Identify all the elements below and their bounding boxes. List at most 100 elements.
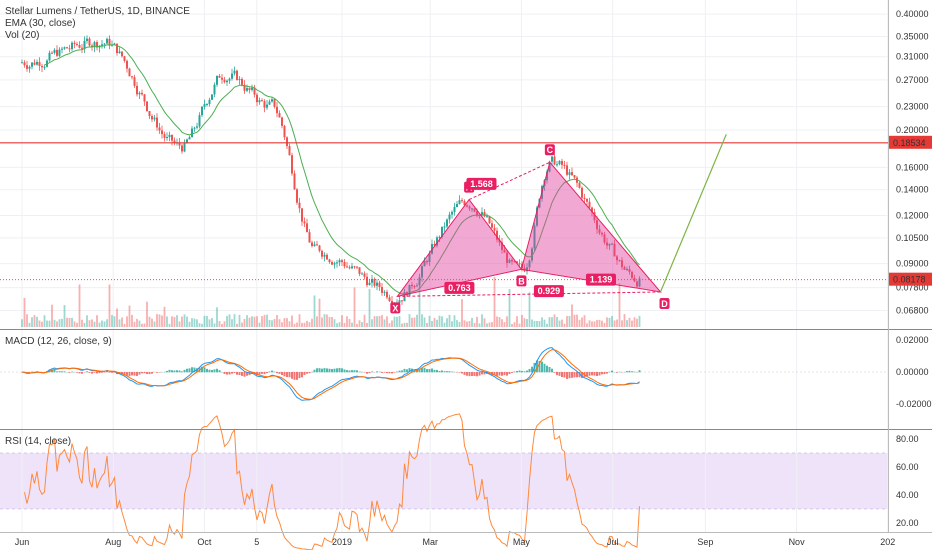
- volume-bar: [638, 315, 641, 327]
- candle-body: [216, 75, 218, 85]
- volume-bar: [238, 314, 241, 327]
- volume-bar: [288, 321, 291, 327]
- macd-histogram-bar: [538, 360, 541, 373]
- rsi-band-group: [0, 452, 888, 510]
- macd-legend[interactable]: MACD (12, 26, close, 9): [5, 336, 112, 347]
- macd-histogram-bar: [331, 369, 333, 373]
- rsi-legend[interactable]: RSI (14, close): [5, 436, 71, 447]
- volume-bar: [546, 323, 548, 327]
- macd-axis[interactable]: 0.02000 0.00000 -0.02000: [896, 335, 932, 409]
- candle-body: [418, 277, 421, 286]
- volume-bar: [116, 308, 118, 327]
- macd-histogram-bar: [383, 372, 386, 373]
- volume-bar: [41, 321, 43, 327]
- candle-body: [578, 182, 581, 188]
- volume-bar: [36, 316, 38, 327]
- candle-body: [258, 100, 261, 103]
- macd-histogram-bar: [151, 372, 153, 374]
- macd-histogram-bar: [431, 368, 433, 373]
- macd-histogram-bar: [483, 372, 486, 375]
- volume-bar: [356, 323, 358, 327]
- volume-bar: [616, 319, 618, 327]
- volume-bar: [53, 319, 56, 327]
- candle-body: [198, 115, 201, 127]
- volume-bar: [596, 319, 598, 327]
- pattern-ratio-badge: [444, 281, 475, 294]
- macd-histogram-bar: [58, 371, 61, 373]
- volume-bar: [598, 319, 601, 327]
- macd-histogram-bar: [361, 371, 363, 373]
- volume-bar: [471, 317, 473, 327]
- volume-bar: [163, 306, 166, 327]
- macd-histogram-bar: [591, 372, 593, 376]
- macd-histogram-bar: [61, 371, 63, 373]
- candle-body: [161, 130, 163, 135]
- projection-line: [659, 134, 727, 293]
- volume-bar: [568, 315, 571, 327]
- price-tick-label: 0.40000: [896, 9, 929, 19]
- macd-histogram-bar: [206, 368, 208, 373]
- volume-bar: [608, 317, 611, 327]
- candle-body: [71, 42, 73, 50]
- level-price-badge: [889, 135, 932, 149]
- candle-body: [368, 282, 371, 286]
- candle-body: [96, 42, 98, 48]
- candle-body: [411, 284, 413, 287]
- rsi-axis[interactable]: 80.00 60.00 40.00 20.00: [896, 434, 919, 528]
- macd-histogram-bar: [261, 372, 263, 374]
- macd-histogram-bar: [566, 372, 568, 379]
- volume-bar: [611, 315, 613, 327]
- candle-body: [536, 207, 538, 226]
- candle-body: [303, 221, 306, 224]
- volume-bar: [178, 321, 181, 327]
- candle-body: [43, 66, 46, 68]
- volume-bar: [88, 320, 91, 327]
- volume-bar: [223, 321, 226, 327]
- macd-histogram-bar: [181, 371, 183, 373]
- volume-bar: [138, 320, 141, 327]
- macd-histogram-bar: [341, 368, 343, 373]
- candle-body: [611, 243, 613, 245]
- macd-histogram-bar: [236, 372, 238, 375]
- volume-bar: [478, 323, 481, 327]
- macd-histogram-bar: [33, 371, 36, 373]
- volume-bar: [348, 319, 351, 327]
- volume-bar: [528, 292, 531, 327]
- candle-body: [436, 237, 438, 246]
- volume-bar: [446, 318, 448, 327]
- candle-body: [321, 250, 323, 257]
- volume-bar: [448, 314, 451, 327]
- volume-bar: [548, 317, 551, 327]
- volume-bar: [406, 322, 408, 327]
- volume-bar: [368, 288, 371, 327]
- candle-body: [458, 200, 461, 204]
- volume-bar: [183, 314, 186, 327]
- macd-histogram-bar: [276, 372, 278, 374]
- vol-legend[interactable]: Vol (20): [5, 30, 39, 41]
- time-axis[interactable]: Jun Aug Oct 5 2019 Mar May Jul Sep Nov 202: [15, 537, 896, 547]
- macd-histogram-bar: [581, 372, 583, 378]
- volume-bar: [28, 322, 31, 327]
- macd-histogram-bar: [443, 371, 446, 373]
- volume-bar: [536, 320, 538, 327]
- volume-bar: [231, 319, 233, 327]
- volume-bar: [186, 316, 188, 327]
- volume-bar: [323, 314, 326, 327]
- candle-body: [566, 165, 568, 175]
- chart-title[interactable]: Stellar Lumens / TetherUS, 1D, BINANCE: [5, 6, 190, 17]
- volume-bar: [321, 317, 323, 327]
- price-axis[interactable]: 0.40000 0.35000 0.31000 0.27000 0.23000 0.200…: [889, 9, 932, 316]
- pattern-ratio-label: 1.568: [466, 177, 497, 190]
- candle-body: [488, 216, 491, 224]
- pattern-ratio-text: 0.929: [538, 286, 561, 296]
- macd-histogram-bar: [493, 372, 496, 376]
- ema-legend[interactable]: EMA (30, close): [5, 18, 76, 29]
- volume-bar: [636, 318, 638, 327]
- macd-histogram-bar: [436, 369, 438, 373]
- macd-histogram-bar: [476, 372, 478, 377]
- candle-body: [356, 266, 358, 268]
- volume-bar: [476, 316, 478, 327]
- candle-body: [348, 267, 351, 269]
- candle-body: [286, 137, 288, 147]
- macd-histogram-bar: [611, 370, 613, 373]
